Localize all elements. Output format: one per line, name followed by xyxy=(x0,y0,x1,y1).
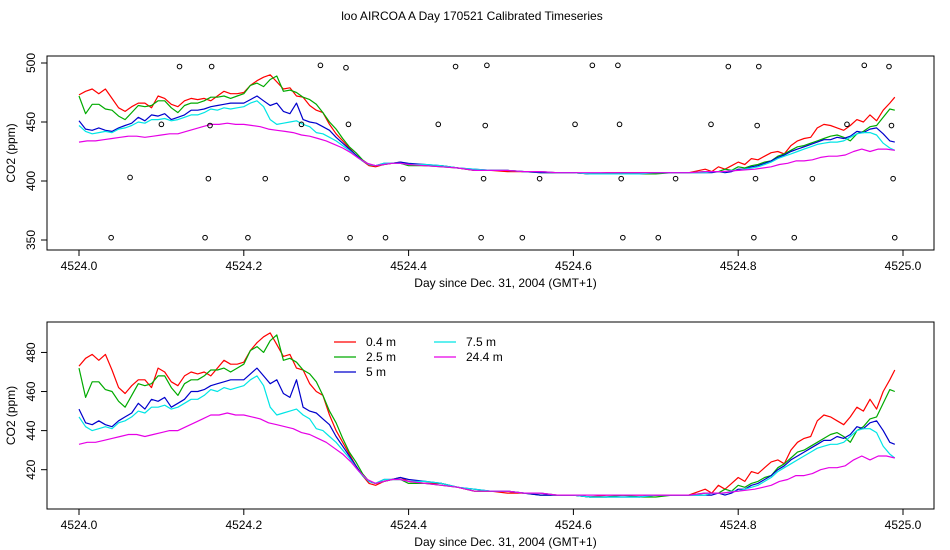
x-tick-label: 4525.0 xyxy=(885,518,922,532)
calibration-point xyxy=(482,122,489,129)
calibration-point xyxy=(452,63,459,70)
calibration-point xyxy=(615,62,621,69)
y-axis-label: CO2 (ppm) xyxy=(4,123,18,182)
calibration-point xyxy=(484,62,490,69)
figure-title: loo AIRCOA A Day 170521 Calibrated Times… xyxy=(341,9,602,23)
calibration-point xyxy=(791,234,798,241)
x-axis-label: Day since Dec. 31, 2004 (GMT+1) xyxy=(414,535,596,549)
series-line xyxy=(78,367,896,498)
calibration-point xyxy=(478,234,484,241)
series-line xyxy=(78,75,895,175)
x-tick-label: 4524.8 xyxy=(720,518,757,532)
calibration-point xyxy=(886,63,892,70)
calibration-point xyxy=(672,175,679,182)
calibration-point xyxy=(347,234,353,241)
series-line xyxy=(78,412,895,496)
calibration-point xyxy=(519,234,526,241)
calibration-point xyxy=(618,175,624,182)
calibration-point xyxy=(536,175,543,182)
y-tick-label: 400 xyxy=(24,171,38,191)
calibration-point xyxy=(890,175,896,182)
x-tick-label: 4524.6 xyxy=(555,259,592,273)
calibration-point xyxy=(620,234,626,241)
y-axis-label: CO2 (ppm) xyxy=(4,386,18,445)
calibration-point xyxy=(344,175,350,182)
calibration-point xyxy=(754,122,760,129)
legend-label: 5 m xyxy=(366,365,386,379)
plot-frame xyxy=(46,321,935,510)
calibration-point xyxy=(382,234,389,241)
y-tick-label: 420 xyxy=(24,459,38,479)
calibration-point xyxy=(205,175,212,182)
calibration-point xyxy=(262,175,269,182)
calibration-point xyxy=(655,234,662,241)
calibration-point xyxy=(245,234,251,241)
calibration-point xyxy=(844,121,850,128)
calibration-point xyxy=(756,63,762,70)
calibration-point xyxy=(809,175,816,182)
calibration-point xyxy=(708,121,714,128)
calibration-point xyxy=(861,62,868,69)
y-tick-label: 350 xyxy=(24,230,38,250)
x-tick-label: 4524.4 xyxy=(390,518,427,532)
calibration-point xyxy=(208,63,215,70)
calibration-point xyxy=(400,175,406,182)
calibration-point xyxy=(127,174,133,181)
calibration-point xyxy=(176,63,183,70)
series-line xyxy=(78,95,895,175)
calibration-point xyxy=(343,64,349,71)
x-tick-label: 4524.2 xyxy=(225,518,262,532)
x-tick-label: 4524.4 xyxy=(390,259,427,273)
x-tick-label: 4524.0 xyxy=(61,518,98,532)
calibration-point xyxy=(158,121,165,128)
calibration-point xyxy=(891,234,898,241)
x-tick-label: 4524.2 xyxy=(225,259,262,273)
calibration-point xyxy=(888,122,895,129)
calibration-point xyxy=(752,175,759,182)
y-tick-label: 450 xyxy=(24,112,38,132)
y-tick-label: 500 xyxy=(24,53,38,73)
calibration-point xyxy=(435,121,442,128)
calibration-point xyxy=(345,121,352,128)
panel-bottom: 4524.0 4524.2 4524.4 4524.6 4524.8 4525.0 420 4… xyxy=(4,321,935,549)
y-tick-label: 440 xyxy=(24,420,38,440)
y-tick-label: 480 xyxy=(24,342,38,362)
x-axis-label: Day since Dec. 31, 2004 (GMT+1) xyxy=(414,276,596,290)
calibration-point xyxy=(108,234,114,241)
legend-label: 7.5 m xyxy=(466,335,496,349)
series-line xyxy=(78,375,896,498)
x-tick-label: 4525.0 xyxy=(885,259,922,273)
calibration-point xyxy=(207,122,213,129)
panel-top: 4524.0 4524.2 4524.4 4524.6 4524.8 4525.0 350 4… xyxy=(4,53,935,290)
legend-label: 24.4 m xyxy=(466,350,503,364)
series-line xyxy=(78,100,896,175)
calibration-point xyxy=(317,62,324,69)
calibration-point xyxy=(616,121,623,128)
calibration-point xyxy=(298,121,305,128)
calibration-point xyxy=(751,234,757,241)
calibration-point xyxy=(725,63,732,70)
legend-label: 0.4 m xyxy=(366,335,396,349)
y-tick-label: 460 xyxy=(24,381,38,401)
x-tick-label: 4524.6 xyxy=(555,518,592,532)
calibration-point xyxy=(480,175,487,182)
series-line xyxy=(78,122,895,174)
calibration-point xyxy=(572,121,578,128)
x-tick-label: 4524.0 xyxy=(61,259,98,273)
legend-label: 2.5 m xyxy=(366,350,396,364)
calibration-point xyxy=(589,62,596,69)
x-tick-label: 4524.8 xyxy=(720,259,757,273)
calibration-point xyxy=(202,234,208,241)
plot-frame xyxy=(46,55,935,251)
